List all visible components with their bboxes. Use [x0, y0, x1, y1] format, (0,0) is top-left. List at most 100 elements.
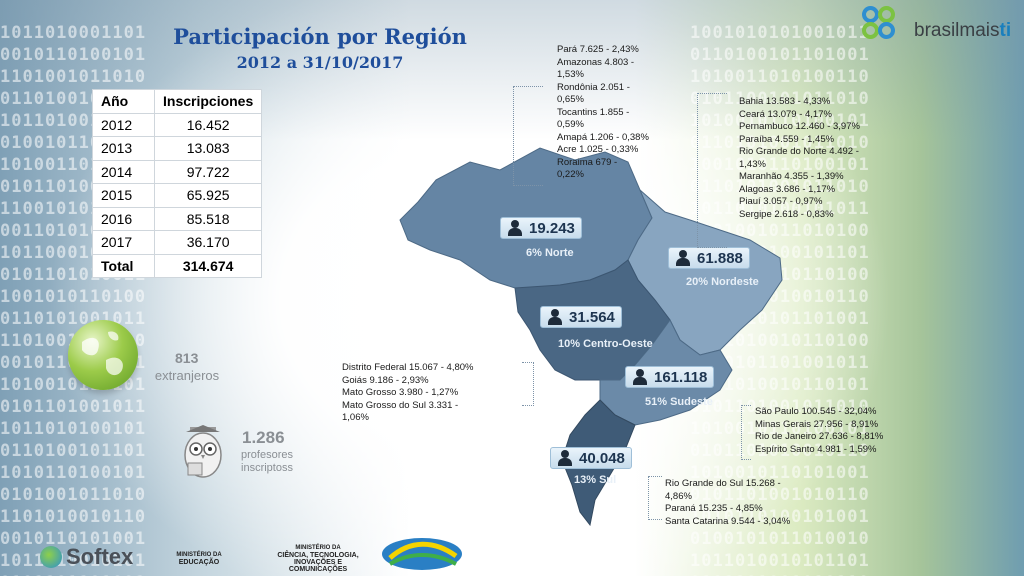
region-badge-sul: 40.048 — [550, 447, 632, 469]
logo-line: MINISTÉRIO DA — [176, 552, 222, 558]
owl-teacher-icon — [178, 425, 228, 483]
enrollment-table: Año Inscripciones 2012 16.452 2013 13.083 … — [92, 89, 263, 278]
logo-brand-a: brasil — [914, 20, 960, 41]
region-pct-nordeste: 20% Nordeste — [686, 276, 759, 288]
year-cell: 2012 — [92, 112, 155, 137]
table-row: 2012 16.452 — [92, 112, 263, 137]
detail-row: Maranhão 4.355 - 1,39% — [739, 171, 844, 182]
detail-row: Rio Grande do Sul 15.268 - — [665, 478, 781, 489]
table-row: 2015 65.925 — [92, 183, 263, 208]
region-pct-norte: 6% Norte — [526, 247, 574, 259]
table-row: 2013 13.083 — [92, 136, 263, 161]
region-pct-sudeste: 51% Sudeste — [645, 396, 713, 408]
detail-row: São Paulo 100.545 - 32,04% — [755, 406, 877, 417]
detail-norte: Pará 7.625 - 2,43% Amazonas 4.803 - 1,53… — [557, 44, 677, 182]
table-row: 2017 36.170 — [92, 230, 263, 255]
logo-line: EDUCAÇÃO — [178, 559, 220, 566]
detail-row: Paraná 15.235 - 4,85% — [665, 503, 763, 514]
region-badge-norte: 19.243 — [500, 217, 582, 239]
detail-row: Rondônia 2.051 - — [557, 81, 630, 93]
foreign-label: extranjeros — [154, 368, 220, 383]
person-icon — [675, 250, 691, 266]
teachers-label-1: profesores — [241, 449, 293, 461]
logo-circle-icon — [862, 22, 879, 39]
value-cell: 85.518 — [153, 206, 263, 231]
binary-decoration-left: 1011010001101 0010110100101 110100101101… — [0, 23, 147, 576]
region-badge-centro-oeste: 31.564 — [540, 306, 622, 328]
detail-row: Amapá 1.206 - 0,38% — [557, 131, 649, 143]
detail-row: 0,59% — [557, 119, 584, 130]
total-label: Total — [92, 253, 155, 278]
detail-row: Mato Grosso 3.980 - 1,27% — [342, 387, 459, 398]
logo-circle-icon — [878, 22, 895, 39]
year-cell: 2017 — [92, 230, 155, 255]
person-icon — [507, 220, 523, 236]
logo-circle-icon — [878, 6, 895, 23]
table-total-row: Total 314.674 — [92, 253, 263, 278]
page-title: Participación por Región — [173, 24, 467, 49]
globe-icon — [68, 320, 138, 390]
detail-row: 1,53% — [557, 69, 584, 80]
detail-row: Rio Grande do Norte 4.492 - — [739, 146, 859, 157]
detail-row: Alagoas 3.686 - 1,17% — [739, 183, 836, 195]
mctic-logo: MINISTÉRIO DA CIÊNCIA, TECNOLOGIA, INOVA… — [268, 545, 368, 573]
detail-row: Rio de Janeiro 27.636 - 8,81% — [755, 431, 884, 442]
region-pct-sul: 13% Sul — [574, 474, 617, 486]
detail-row: Pará 7.625 - 2,43% — [557, 44, 639, 55]
detail-row: 0,22% — [557, 169, 584, 180]
detail-row: 1,06% — [342, 412, 369, 423]
person-icon — [547, 309, 563, 325]
logo-circle-icon — [862, 6, 879, 23]
year-cell: 2013 — [92, 136, 155, 161]
detail-row: Mato Grosso do Sul 3.331 - — [342, 399, 459, 411]
governo-federal-logo-icon — [380, 534, 464, 572]
region-count: 19.243 — [529, 219, 575, 237]
logo-text: brasilmaisti — [914, 20, 1011, 42]
detail-row: Santa Catarina 9.544 - 3,04% — [665, 515, 791, 527]
year-cell: 2016 — [92, 206, 155, 231]
softex-logo-icon — [40, 546, 62, 568]
detail-row: 1,43% — [739, 158, 766, 170]
detail-row: Acre 1.025 - 0,33% — [557, 144, 639, 155]
detail-row: Pernambuco 12.460 - 3,97% — [739, 121, 860, 132]
logo-line: INOVAÇÕES E COMUNICAÇÕES — [288, 559, 348, 573]
detail-row: Piauí 3.057 - 0,97% — [739, 196, 823, 207]
table-row: 2016 85.518 — [92, 206, 263, 231]
logo-line: CIÊNCIA, TECNOLOGIA, — [277, 552, 359, 559]
region-count: 31.564 — [569, 308, 615, 326]
bracket-sul — [648, 476, 662, 520]
detail-row: Sergipe 2.618 - 0,83% — [739, 208, 834, 220]
detail-sul: Rio Grande do Sul 15.268 - 4,86% Paraná … — [665, 478, 835, 528]
year-cell: 2014 — [92, 159, 155, 184]
region-count: 161.118 — [654, 368, 708, 386]
detail-row: Bahia 13.583 - 4,33% — [739, 96, 831, 107]
detail-row: Minas Gerais 27.956 - 8,91% — [755, 418, 879, 430]
page-subtitle: 2012 a 31/10/2017 — [236, 53, 404, 72]
detail-row: Tocantins 1.855 - — [557, 106, 630, 118]
person-icon — [557, 450, 573, 466]
table-header-row: Año Inscripciones — [92, 89, 263, 114]
logo-line: MINISTÉRIO DA — [295, 545, 341, 551]
detail-row: Distrito Federal 15.067 - 4,80% — [342, 362, 474, 373]
region-badge-sudeste: 161.118 — [625, 366, 715, 388]
detail-row: 4,86% — [665, 490, 692, 502]
header-inscriptions: Inscripciones — [153, 89, 263, 114]
region-pct-centro-oeste: 10% Centro-Oeste — [558, 338, 653, 350]
detail-row: Espírito Santo 4.981 - 1,59% — [755, 443, 877, 455]
logo-brand-b: mais — [959, 20, 1000, 41]
value-cell: 97.722 — [153, 159, 263, 184]
value-cell: 13.083 — [153, 136, 263, 161]
value-cell: 65.925 — [153, 183, 263, 208]
bracket-centro-oeste — [522, 362, 534, 406]
person-icon — [632, 369, 648, 385]
table-row: 2014 97.722 — [92, 159, 263, 184]
title-block: Participación por Región 2012 a 31/10/20… — [160, 24, 480, 72]
detail-row: Paraíba 4.559 - 1,45% — [739, 133, 835, 145]
bracket-nordeste — [697, 93, 727, 248]
value-cell: 36.170 — [153, 230, 263, 255]
detail-row: Ceará 13.079 - 4,17% — [739, 108, 832, 120]
teachers-count: 1.286 — [242, 428, 285, 447]
detail-row: Goiás 9.186 - 2,93% — [342, 374, 429, 386]
softex-logo-text: Softex — [66, 544, 134, 569]
ministerio-educacao-logo: MINISTÉRIO DA EDUCAÇÃO — [168, 552, 230, 566]
